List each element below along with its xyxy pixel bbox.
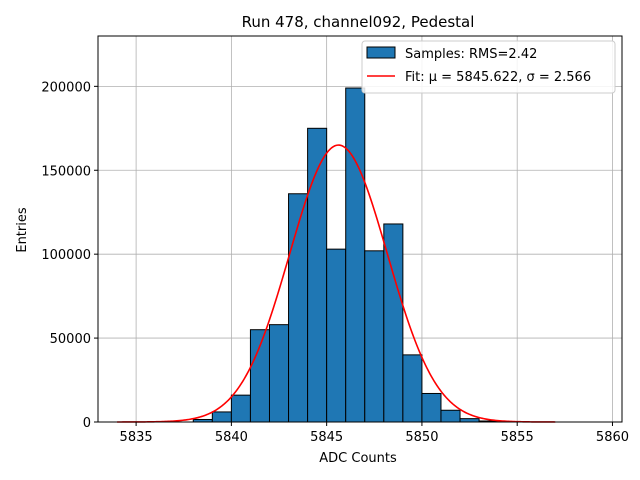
y-axis-ticks: 0 50000 100000 150000 200000 bbox=[41, 80, 98, 431]
x-axis-ticks: 5835 5840 5845 5850 5855 5860 bbox=[120, 422, 629, 445]
x-tick-label: 5835 bbox=[120, 430, 153, 445]
y-tick-label: 100000 bbox=[41, 248, 91, 263]
histogram-bar bbox=[459, 418, 480, 423]
legend-box bbox=[361, 40, 616, 94]
legend: Samples: RMS=2.42 Fit: μ = 5845.622, σ =… bbox=[361, 40, 616, 94]
histogram-bar bbox=[364, 250, 385, 423]
x-tick-label: 5850 bbox=[405, 430, 438, 445]
histogram-bar bbox=[402, 354, 423, 423]
x-axis-label: ADC Counts bbox=[319, 451, 397, 466]
chart-title: Run 478, channel092, Pedestal bbox=[242, 13, 475, 31]
y-tick-label: 0 bbox=[83, 416, 91, 431]
plot-frame bbox=[97, 35, 623, 423]
legend-swatch-samples bbox=[366, 46, 396, 59]
y-tick-label: 200000 bbox=[41, 80, 91, 95]
legend-label-fit: Fit: μ = 5845.622, σ = 2.566 bbox=[405, 70, 591, 85]
y-tick-label: 150000 bbox=[41, 164, 91, 179]
histogram-bar bbox=[440, 409, 461, 423]
histogram-bar bbox=[421, 392, 442, 423]
y-axis-label: Entries bbox=[15, 207, 30, 253]
histogram-bar bbox=[268, 324, 290, 423]
histogram-bars bbox=[192, 87, 499, 423]
histogram-bar bbox=[307, 127, 328, 423]
histogram-bar bbox=[230, 394, 251, 423]
legend-label-samples: Samples: RMS=2.42 bbox=[405, 47, 537, 62]
x-tick-label: 5840 bbox=[215, 430, 248, 445]
histogram-bar bbox=[249, 329, 270, 423]
histogram-bar bbox=[345, 87, 366, 423]
y-tick-label: 50000 bbox=[50, 332, 91, 347]
x-tick-label: 5855 bbox=[501, 430, 534, 445]
histogram-bar bbox=[326, 248, 347, 423]
fit-curve bbox=[117, 144, 556, 423]
x-tick-label: 5845 bbox=[310, 430, 343, 445]
histogram-bar bbox=[211, 411, 232, 423]
x-tick-label: 5860 bbox=[596, 430, 629, 445]
